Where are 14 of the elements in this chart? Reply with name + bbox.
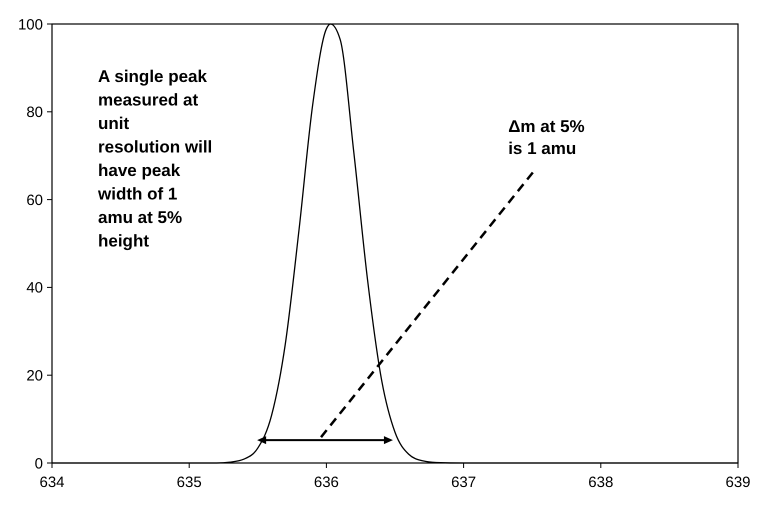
x-tick-label: 635 [176, 474, 202, 491]
x-tick-label: 638 [588, 474, 614, 491]
y-tick-label: 40 [26, 280, 43, 297]
y-tick-label: 20 [26, 367, 43, 384]
x-tick-label: 636 [314, 474, 339, 491]
annotation: A single peak measured at unit resolution will have peak width of 1 amu at 5% height [97, 67, 212, 250]
x-tick-label: 637 [451, 474, 476, 491]
x-tick-label: 639 [725, 474, 751, 491]
y-tick-label: 80 [26, 104, 43, 122]
y-tick-label: 100 [18, 16, 43, 34]
annotation: Δm at 5% is 1 amu [508, 117, 585, 158]
y-tick-label: 0 [34, 455, 43, 472]
x-tick-label: 634 [39, 474, 65, 491]
y-tick-label: 60 [26, 192, 43, 209]
